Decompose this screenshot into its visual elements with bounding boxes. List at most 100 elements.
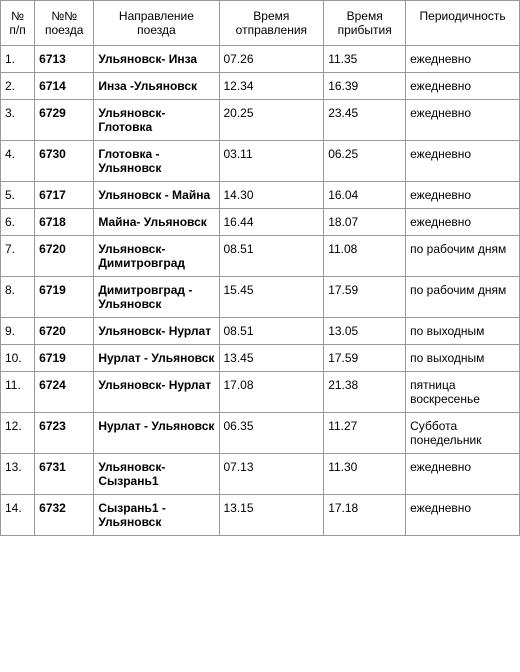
cell-train: 6713 [35,46,94,73]
header-direction: Направление поезда [94,1,219,46]
cell-departure: 14.30 [219,182,324,209]
cell-train: 6732 [35,495,94,536]
cell-arrival: 17.18 [324,495,406,536]
cell-arrival: 21.38 [324,372,406,413]
table-row: 14.6732Сызрань1 - Ульяновск13.1517.18еже… [1,495,520,536]
table-row: 5.6717Ульяновск - Майна14.3016.04ежеднев… [1,182,520,209]
cell-num: 14. [1,495,35,536]
cell-train: 6714 [35,73,94,100]
table-body: 1.6713Ульяновск- Инза07.2611.35ежедневно… [1,46,520,536]
table-row: 10.6719Нурлат - Ульяновск13.4517.59по вы… [1,345,520,372]
cell-num: 5. [1,182,35,209]
cell-periodicity: ежедневно [406,182,520,209]
cell-train: 6719 [35,345,94,372]
table-row: 1.6713Ульяновск- Инза07.2611.35ежедневно [1,46,520,73]
table-row: 9.6720Ульяновск- Нурлат08.5113.05по выхо… [1,318,520,345]
cell-direction: Сызрань1 - Ульяновск [94,495,219,536]
cell-periodicity: по рабочим дням [406,277,520,318]
header-periodicity: Периодичность [406,1,520,46]
cell-arrival: 11.30 [324,454,406,495]
table-row: 13.6731Ульяновск-Сызрань107.1311.30ежедн… [1,454,520,495]
cell-periodicity: по выходным [406,318,520,345]
cell-departure: 03.11 [219,141,324,182]
cell-num: 11. [1,372,35,413]
cell-train: 6723 [35,413,94,454]
header-train: №№ поезда [35,1,94,46]
cell-train: 6720 [35,236,94,277]
cell-direction: Нурлат - Ульяновск [94,413,219,454]
cell-direction: Ульяновск- Инза [94,46,219,73]
cell-departure: 07.26 [219,46,324,73]
cell-departure: 12.34 [219,73,324,100]
cell-direction: Майна- Ульяновск [94,209,219,236]
cell-arrival: 11.35 [324,46,406,73]
cell-train: 6718 [35,209,94,236]
cell-arrival: 13.05 [324,318,406,345]
cell-periodicity: по выходным [406,345,520,372]
cell-periodicity: пятница воскресенье [406,372,520,413]
cell-departure: 17.08 [219,372,324,413]
cell-arrival: 18.07 [324,209,406,236]
table-row: 3.6729Ульяновск-Глотовка20.2523.45ежедне… [1,100,520,141]
cell-arrival: 17.59 [324,277,406,318]
cell-num: 9. [1,318,35,345]
table-row: 11.6724Ульяновск- Нурлат17.0821.38пятниц… [1,372,520,413]
cell-num: 12. [1,413,35,454]
header-arrival: Время прибытия [324,1,406,46]
cell-train: 6724 [35,372,94,413]
table-row: 6.6718Майна- Ульяновск16.4418.07ежедневн… [1,209,520,236]
cell-periodicity: ежедневно [406,209,520,236]
cell-departure: 13.15 [219,495,324,536]
cell-arrival: 11.08 [324,236,406,277]
cell-direction: Ульяновск- Нурлат [94,372,219,413]
cell-train: 6730 [35,141,94,182]
cell-direction: Димитровград - Ульяновск [94,277,219,318]
cell-direction: Ульяновск-Сызрань1 [94,454,219,495]
cell-arrival: 11.27 [324,413,406,454]
header-departure: Время отправления [219,1,324,46]
cell-periodicity: ежедневно [406,495,520,536]
cell-arrival: 06.25 [324,141,406,182]
cell-train: 6720 [35,318,94,345]
cell-num: 2. [1,73,35,100]
cell-num: 6. [1,209,35,236]
cell-direction: Ульяновск - Майна [94,182,219,209]
cell-departure: 08.51 [219,236,324,277]
cell-departure: 08.51 [219,318,324,345]
cell-departure: 20.25 [219,100,324,141]
cell-arrival: 16.39 [324,73,406,100]
cell-arrival: 23.45 [324,100,406,141]
table-row: 4.6730Глотовка - Ульяновск03.1106.25ежед… [1,141,520,182]
cell-periodicity: ежедневно [406,46,520,73]
train-schedule-table: № п/п №№ поезда Направление поезда Время… [0,0,520,536]
table-row: 7.6720Ульяновск-Димитровград08.5111.08по… [1,236,520,277]
table-row: 8.6719Димитровград - Ульяновск15.4517.59… [1,277,520,318]
cell-num: 1. [1,46,35,73]
cell-direction: Ульяновск-Глотовка [94,100,219,141]
cell-num: 4. [1,141,35,182]
cell-departure: 07.13 [219,454,324,495]
cell-direction: Глотовка - Ульяновск [94,141,219,182]
cell-num: 3. [1,100,35,141]
cell-departure: 06.35 [219,413,324,454]
cell-periodicity: ежедневно [406,73,520,100]
cell-departure: 13.45 [219,345,324,372]
cell-train: 6729 [35,100,94,141]
header-num: № п/п [1,1,35,46]
cell-arrival: 16.04 [324,182,406,209]
table-row: 12.6723Нурлат - Ульяновск06.3511.27Суббо… [1,413,520,454]
table-row: 2.6714Инза -Ульяновск12.3416.39ежедневно [1,73,520,100]
cell-departure: 16.44 [219,209,324,236]
cell-direction: Инза -Ульяновск [94,73,219,100]
cell-periodicity: ежедневно [406,100,520,141]
cell-periodicity: ежедневно [406,141,520,182]
cell-arrival: 17.59 [324,345,406,372]
cell-num: 13. [1,454,35,495]
cell-periodicity: Суббота понедельник [406,413,520,454]
cell-direction: Нурлат - Ульяновск [94,345,219,372]
cell-train: 6731 [35,454,94,495]
cell-train: 6717 [35,182,94,209]
cell-departure: 15.45 [219,277,324,318]
header-row: № п/п №№ поезда Направление поезда Время… [1,1,520,46]
cell-periodicity: ежедневно [406,454,520,495]
